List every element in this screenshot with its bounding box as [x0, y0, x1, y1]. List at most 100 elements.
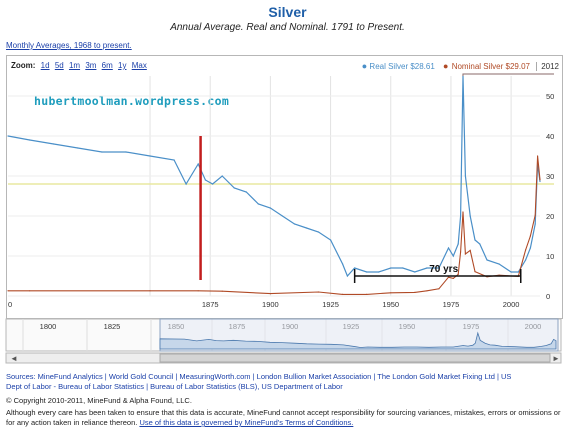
x-tick-label: 1975: [443, 300, 460, 309]
real-data-point: [221, 175, 223, 177]
sources-line-2: Dept of Labor - Bureau of Labor Statisti…: [6, 382, 343, 391]
nominal-data-point: [524, 249, 527, 251]
nominal-data-point: [221, 290, 223, 292]
nominal-data-point: [7, 290, 9, 292]
scroll-right-arrow[interactable]: ►: [552, 354, 560, 363]
x-tick-label: 1875: [202, 300, 219, 309]
real-data-point: [459, 215, 462, 217]
chart-title: Silver: [268, 4, 307, 20]
scroll-left-arrow[interactable]: ◄: [10, 354, 18, 363]
nominal-data-point: [149, 290, 151, 292]
zoom-1y-button[interactable]: 1y: [118, 61, 127, 70]
nominal-data-point: [342, 293, 344, 295]
real-data-point: [354, 267, 356, 269]
nominal-data-point: [529, 235, 531, 237]
real-data-point: [245, 191, 247, 193]
real-data-point: [529, 247, 531, 249]
real-data-point: [305, 227, 308, 229]
terms-link[interactable]: Use of this data is governed by MineFund…: [139, 418, 354, 427]
real-data-point: [524, 259, 527, 261]
navigator-tick-label: 1800: [40, 322, 57, 331]
y-tick-label: 10: [546, 252, 554, 261]
real-data-point: [204, 179, 206, 181]
nominal-data-point: [457, 273, 459, 275]
zoom-1d-button[interactable]: 1d: [40, 61, 50, 70]
navigator-tick-label: 1825: [104, 322, 121, 331]
real-data-point: [402, 267, 404, 269]
real-data-point: [534, 223, 536, 225]
real-data-point: [378, 271, 380, 273]
nominal-data-point: [426, 290, 428, 292]
legend: ● Real Silver $28.61 ● Nominal Silver $2…: [362, 61, 559, 71]
real-data-point: [77, 147, 79, 149]
y-tick-label: 40: [546, 132, 554, 141]
real-data-point: [469, 215, 471, 217]
real-data-point: [517, 271, 519, 273]
real-data-point: [197, 163, 199, 165]
real-data-point: [438, 267, 440, 269]
nominal-data-point: [447, 276, 450, 278]
chart-subtitle: Annual Average. Real and Nominal. 1791 t…: [170, 22, 405, 33]
y-tick-label: 50: [546, 92, 554, 101]
monthly-averages-link[interactable]: Monthly Averages, 1968 to present.: [6, 41, 132, 50]
disclaimer: Although every care has been taken to en…: [6, 408, 571, 428]
nominal-data-point: [539, 179, 541, 181]
real-data-point: [293, 223, 296, 225]
y-tick-label: 30: [546, 172, 554, 181]
zoom-3m-button[interactable]: 3m: [85, 61, 97, 70]
real-data-point: [7, 135, 9, 137]
nominal-data-point: [317, 291, 320, 293]
nominal-data-point: [366, 293, 368, 295]
nominal-data-point: [474, 271, 476, 273]
real-data-point: [317, 231, 320, 233]
real-data-point: [452, 255, 454, 257]
zoom-max-button[interactable]: Max: [131, 61, 147, 70]
real-data-point: [329, 239, 332, 241]
real-data-point: [101, 151, 103, 153]
real-data-point: [390, 267, 392, 269]
real-data-point: [233, 187, 235, 189]
real-data-point: [464, 175, 466, 177]
zoom-5d-button[interactable]: 5d: [54, 61, 64, 70]
nominal-data-point: [462, 211, 464, 213]
real-data-point: [149, 155, 151, 157]
y-tick-label: 20: [546, 212, 554, 221]
x-tick-label: 2000: [503, 300, 520, 309]
real-data-point: [414, 271, 416, 273]
nominal-data-point: [469, 249, 471, 251]
x-tick-label: 0: [8, 300, 12, 309]
x-tick-label: 1950: [382, 300, 399, 309]
span-label: 70 yrs: [429, 264, 458, 275]
real-data-point: [486, 259, 488, 261]
nominal-data-point: [438, 288, 440, 290]
legend-nominal-silver: Nominal Silver $29.07: [451, 62, 530, 71]
x-tick-label: 1925: [322, 300, 339, 309]
sources-text: Sources: MineFund Analytics | World Gold…: [6, 372, 571, 392]
sources-line-1: Sources: MineFund Analytics | World Gold…: [6, 372, 512, 381]
real-data-point: [457, 243, 459, 245]
x-tick-label: 1900: [262, 300, 279, 309]
copyright-text: © Copyright 2010-2011, MineFund & Alpha …: [6, 396, 192, 405]
real-data-point: [125, 151, 127, 153]
real-data-point: [426, 267, 428, 269]
real-data-point: [257, 203, 259, 205]
zoom-6m-button[interactable]: 6m: [101, 61, 113, 70]
zoom-1m-button[interactable]: 1m: [68, 61, 81, 70]
nominal-data-point: [459, 251, 462, 253]
scrollbar-thumb[interactable]: [159, 353, 551, 363]
nominal-data-point: [452, 277, 454, 279]
nominal-data-point: [464, 253, 466, 255]
y-tick-label: 0: [546, 292, 550, 301]
real-data-point: [342, 263, 344, 265]
nominal-data-point: [29, 290, 31, 292]
real-data-point: [474, 239, 476, 241]
zoom-bar: Zoom: 1d 5d 1m 3m 6m 1y Max: [11, 61, 147, 70]
nominal-data-point: [197, 290, 199, 292]
real-data-point: [53, 143, 55, 145]
legend-year: 2012: [536, 62, 559, 71]
real-data-point: [346, 275, 349, 277]
zoom-label: Zoom:: [11, 61, 36, 70]
real-legend-dot: ●: [361, 61, 368, 71]
real-data-point: [510, 271, 512, 273]
